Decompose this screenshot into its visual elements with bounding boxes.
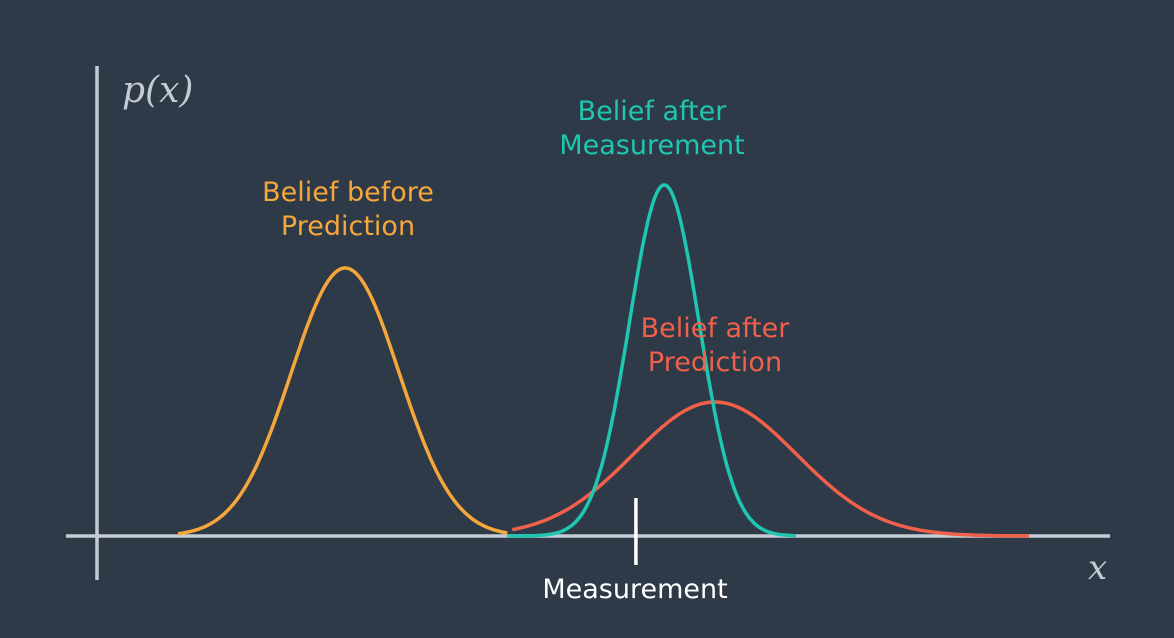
label-belief-after-prediction-line2: Prediction xyxy=(647,347,783,378)
x-axis-label: x xyxy=(1088,548,1108,588)
curve-belief-after-prediction xyxy=(512,400,1029,538)
label-belief-after-prediction-line1: Belief after xyxy=(640,313,790,344)
label-belief-after-measurement-line1: Belief after xyxy=(577,96,727,127)
label-belief-after-measurement-line2: Measurement xyxy=(559,130,745,161)
curve-belief-after-measurement xyxy=(507,183,796,538)
label-belief-after-prediction: Belief after Prediction xyxy=(620,312,810,380)
label-belief-after-measurement: Belief after Measurement xyxy=(542,95,762,163)
label-belief-before-prediction: Belief before Prediction xyxy=(248,176,448,244)
curve-belief-before-prediction xyxy=(177,266,508,536)
y-axis-label: p(x) xyxy=(122,70,194,111)
label-measurement: Measurement xyxy=(542,574,728,605)
label-belief-before-prediction-line1: Belief before xyxy=(262,177,434,208)
label-belief-before-prediction-line2: Prediction xyxy=(280,211,416,242)
